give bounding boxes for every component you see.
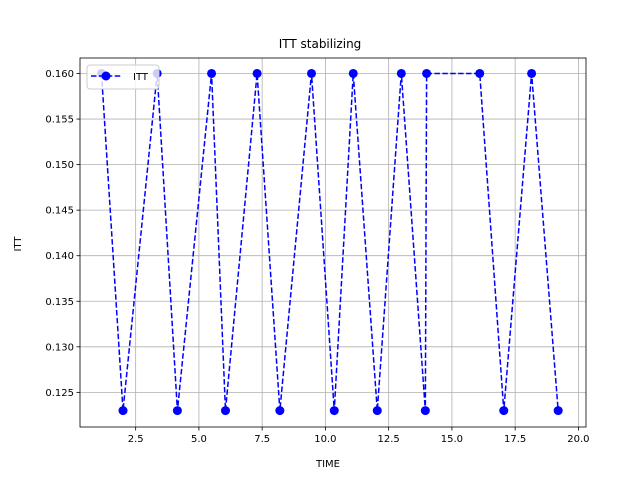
y-tick-label: 0.155 bbox=[45, 115, 74, 126]
data-point bbox=[220, 406, 230, 416]
y-axis-ticks: 0.125 0.130 0.135 0.140 0.145 0.150 0.155 0.160 bbox=[45, 69, 80, 399]
x-axis-ticks: 2.5 5.0 7.5 10.0 12.5 15.0 17.5 20.0 bbox=[128, 427, 590, 445]
data-point bbox=[553, 406, 563, 416]
x-tick-label: 2.5 bbox=[128, 434, 144, 445]
data-point bbox=[372, 406, 382, 416]
x-tick-label: 20.0 bbox=[567, 434, 589, 445]
data-point bbox=[422, 68, 432, 78]
data-point bbox=[207, 68, 217, 78]
chart-title: ITT stabilizing bbox=[279, 37, 362, 51]
data-point bbox=[118, 406, 128, 416]
x-tick-label: 10.0 bbox=[314, 434, 336, 445]
y-axis-label: ITT bbox=[13, 236, 24, 252]
legend-label: ITT bbox=[133, 72, 149, 83]
legend-marker-sample bbox=[101, 71, 111, 81]
x-tick-label: 17.5 bbox=[504, 434, 526, 445]
y-tick-label: 0.125 bbox=[45, 388, 74, 399]
x-tick-label: 15.0 bbox=[441, 434, 463, 445]
y-tick-label: 0.135 bbox=[45, 297, 74, 308]
y-tick-label: 0.130 bbox=[45, 342, 74, 353]
data-point bbox=[275, 406, 285, 416]
x-tick-label: 5.0 bbox=[191, 434, 207, 445]
data-point bbox=[306, 68, 316, 78]
data-point bbox=[329, 406, 339, 416]
x-tick-label: 12.5 bbox=[378, 434, 400, 445]
grid bbox=[80, 58, 586, 427]
data-point bbox=[396, 68, 406, 78]
data-point bbox=[420, 406, 430, 416]
data-point bbox=[527, 68, 537, 78]
legend-box bbox=[86, 64, 160, 90]
data-point bbox=[252, 68, 262, 78]
data-point bbox=[499, 406, 509, 416]
x-tick-label: 7.5 bbox=[254, 434, 270, 445]
y-tick-label: 0.140 bbox=[45, 251, 74, 262]
y-tick-label: 0.150 bbox=[45, 160, 74, 171]
data-point bbox=[475, 68, 485, 78]
y-tick-label: 0.160 bbox=[45, 69, 74, 80]
y-tick-label: 0.145 bbox=[45, 206, 74, 217]
x-axis-label: TIME bbox=[315, 459, 340, 470]
data-point bbox=[172, 406, 182, 416]
data-point bbox=[348, 68, 358, 78]
plot-frame bbox=[79, 57, 587, 428]
legend: ITT bbox=[86, 64, 160, 90]
